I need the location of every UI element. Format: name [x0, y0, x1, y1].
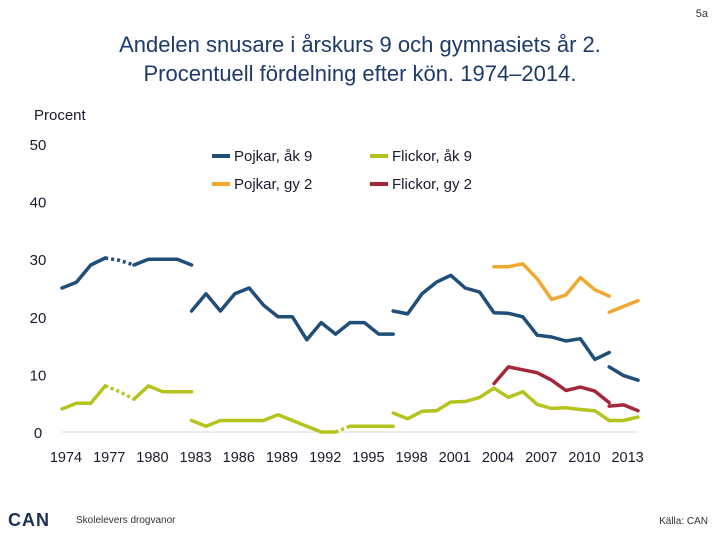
series-line-2 — [492, 262, 611, 302]
series-line-1 — [391, 386, 611, 423]
legend-label: Pojkar, gy 2 — [234, 176, 312, 193]
x-tick-label: 1998 — [395, 450, 427, 466]
x-tick-label: 2007 — [525, 450, 557, 466]
series-line-0 — [60, 256, 107, 290]
legend-label: Flickor, gy 2 — [392, 176, 472, 193]
series-line-1 — [607, 415, 640, 423]
y-tick-label: 30 — [30, 252, 47, 269]
x-tick-label: 2001 — [439, 450, 471, 466]
series-line-3 — [492, 365, 611, 405]
x-tick-label: 1989 — [266, 450, 298, 466]
series-line-2 — [607, 298, 640, 314]
series-line-1 — [334, 424, 351, 434]
can-logo-text: CAN — [8, 510, 50, 530]
x-tick-label: 2010 — [568, 450, 600, 466]
legend-label: Pojkar, åk 9 — [234, 148, 312, 165]
series-line-1 — [104, 384, 135, 401]
y-tick-label: 10 — [30, 367, 47, 384]
footer-subtitle: Skolelevers drogvanor — [76, 515, 176, 526]
y-tick-label: 40 — [30, 195, 47, 212]
x-tick-label: 2013 — [611, 450, 643, 466]
series-line-1 — [189, 412, 338, 434]
x-tick-label: 1980 — [136, 450, 168, 466]
series-line-3 — [607, 403, 640, 413]
series-line-0 — [132, 257, 194, 267]
y-tick-label: 0 — [34, 425, 42, 442]
y-tick-label: 50 — [30, 137, 47, 154]
legend-label: Flickor, åk 9 — [392, 148, 472, 165]
x-tick-label: 1986 — [223, 450, 255, 466]
page-number: 5a — [695, 8, 708, 20]
chart-title-line2: Procentuell fördelning efter kön. 1974–2… — [143, 61, 577, 86]
chart-title: Andelen snusare i årskurs 9 och gymnasie… — [0, 30, 720, 88]
series-line-1 — [132, 384, 194, 401]
x-tick-label: 1974 — [50, 450, 82, 466]
y-axis-label: Procent — [34, 107, 87, 124]
x-tick-label: 1983 — [179, 450, 211, 466]
series-line-1 — [60, 384, 107, 411]
series-line-0 — [189, 286, 395, 342]
x-tick-label: 1992 — [309, 450, 341, 466]
footer-source: Källa: CAN — [659, 516, 708, 527]
series-line-0 — [391, 273, 611, 362]
x-tick-label: 2004 — [482, 450, 514, 466]
series-line-0 — [104, 256, 135, 267]
x-tick-label: 1977 — [93, 450, 125, 466]
series-line-0 — [607, 365, 640, 382]
y-tick-label: 20 — [30, 310, 47, 327]
x-tick-label: 1995 — [352, 450, 384, 466]
can-logo: CAN — [8, 510, 50, 531]
chart-title-line1: Andelen snusare i årskurs 9 och gymnasie… — [119, 32, 601, 57]
